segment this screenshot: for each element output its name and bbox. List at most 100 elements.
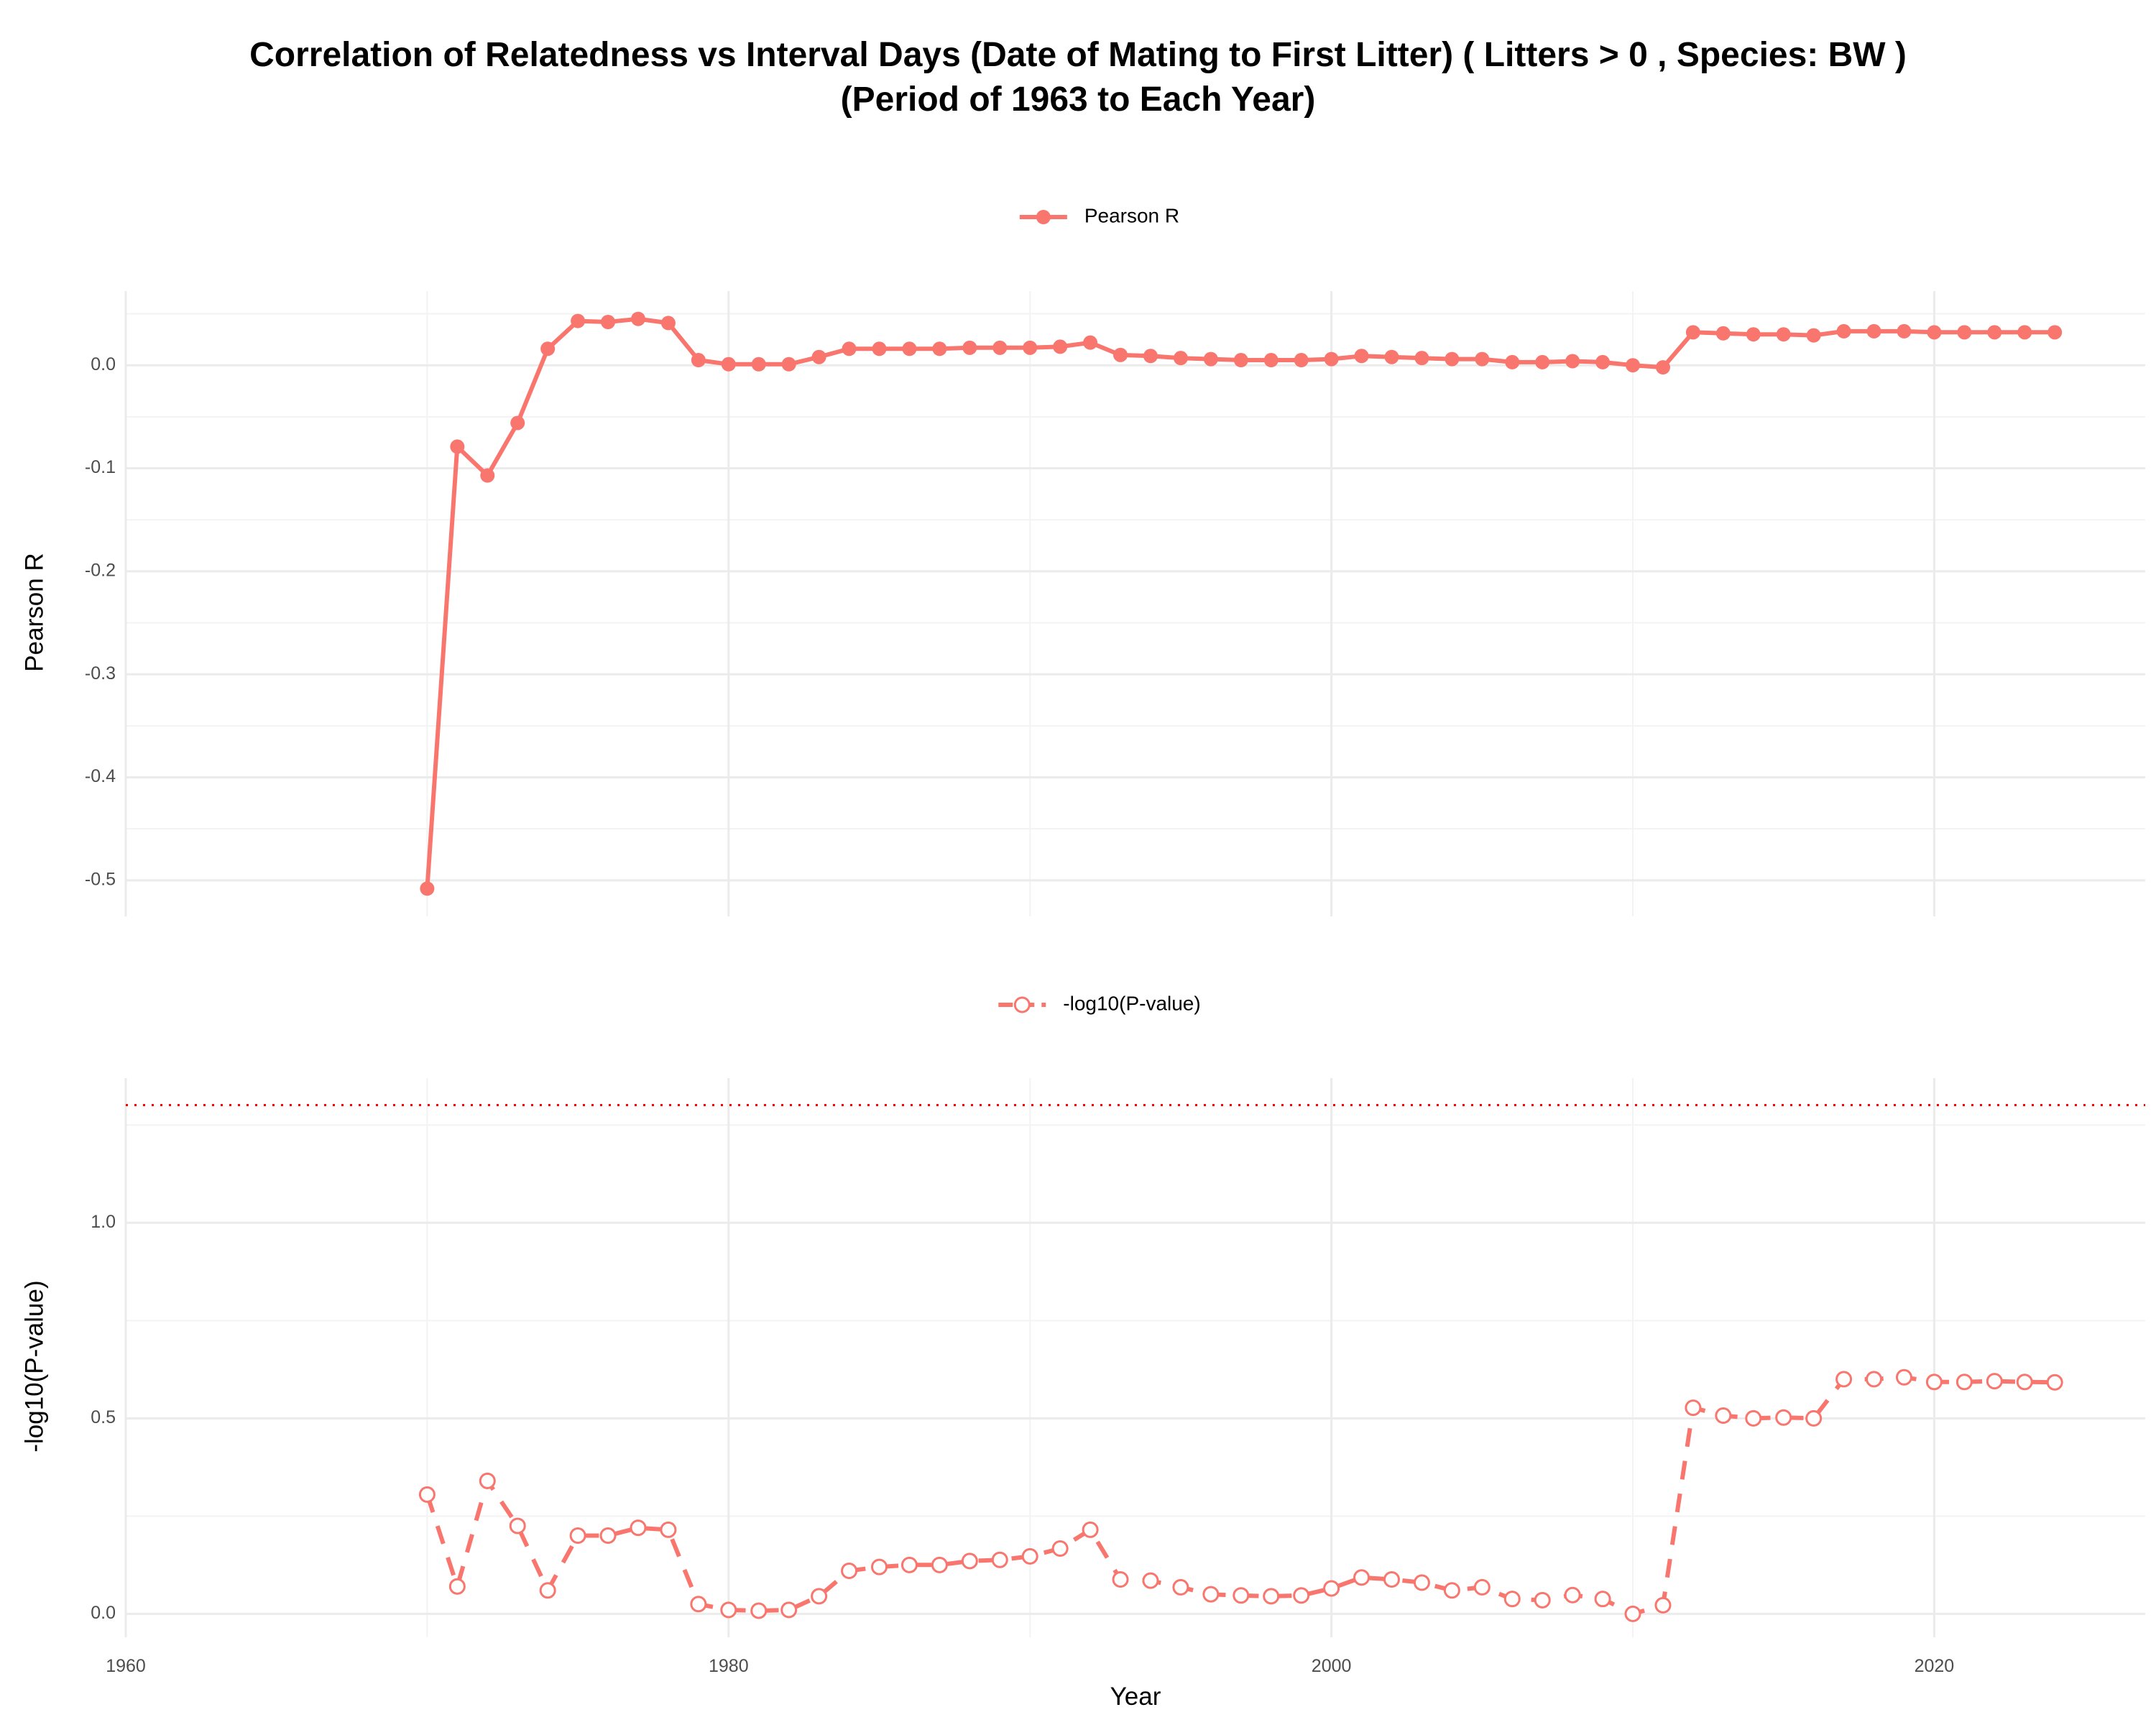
data-point [1715, 1407, 1732, 1425]
y-tick-label: 0.5 [91, 1407, 116, 1427]
data-point [1835, 1371, 1853, 1388]
data-point [842, 341, 857, 356]
data-point [751, 356, 766, 372]
panel-1: -0.5 -0.4 -0.3 -0.2 -0.1 0.0 Pearson R Pearson … [20, 204, 2145, 916]
data-point [1594, 1591, 1611, 1608]
data-point [1293, 1587, 1310, 1604]
data-point [1505, 354, 1520, 369]
data-point [599, 1527, 617, 1545]
data-point [2016, 1374, 2033, 1391]
y-tick-label: -0.1 [85, 457, 116, 477]
data-point [1927, 325, 1942, 340]
data-point [1955, 1374, 1973, 1391]
data-point [479, 1472, 496, 1489]
data-point [780, 1601, 798, 1619]
data-point [510, 415, 525, 431]
data-point [1925, 1374, 1943, 1391]
data-point [630, 311, 645, 326]
data-point [962, 340, 977, 355]
data-point [1443, 1582, 1460, 1599]
y-tick-label: -0.5 [85, 869, 116, 889]
data-point [1595, 354, 1611, 369]
data-point [509, 1517, 526, 1535]
data-point [721, 356, 736, 372]
legend-key-marker [1036, 210, 1051, 224]
chart-title-line2: (Period of 1963 to Each Year) [840, 80, 1316, 119]
data-point [1895, 1368, 1912, 1386]
data-point [630, 1519, 647, 1537]
data-point [1202, 1586, 1220, 1603]
data-point [1354, 349, 1369, 364]
data-point [1142, 1572, 1159, 1589]
data-point [1323, 1580, 1340, 1597]
data-point [1263, 1588, 1280, 1605]
legend-label: -log10(P-value) [1063, 992, 1200, 1014]
y-tick-label: -0.2 [85, 560, 116, 580]
data-point [1021, 1547, 1038, 1565]
data-point [691, 353, 706, 368]
data-point [1263, 353, 1279, 368]
legend-label: Pearson R [1084, 204, 1179, 226]
data-point [1866, 1371, 1883, 1388]
data-point [2047, 325, 2063, 340]
data-point [601, 314, 616, 329]
data-point [841, 1563, 858, 1580]
y-tick-label: 0.0 [91, 354, 116, 374]
data-point [811, 1588, 828, 1605]
data-point [1053, 339, 1068, 354]
x-axis-title: Year [1110, 1683, 1161, 1711]
x-tick-label: 1960 [106, 1656, 146, 1676]
data-point [1776, 327, 1791, 342]
data-point [539, 1582, 556, 1599]
data-point [872, 341, 887, 356]
data-point [720, 1601, 737, 1619]
x-tick-label: 1980 [709, 1656, 749, 1676]
data-point [690, 1596, 707, 1613]
legend: Pearson R [1019, 204, 1179, 226]
data-point [1233, 1587, 1250, 1604]
data-point [992, 340, 1008, 355]
data-point [902, 341, 917, 356]
data-point [480, 468, 495, 483]
data-point [1143, 349, 1158, 364]
data-point [1475, 351, 1490, 367]
data-point [1203, 351, 1218, 367]
data-point [540, 341, 556, 356]
chart-title-line1: Correlation of Relatedness vs Interval D… [249, 36, 1907, 74]
data-point [961, 1552, 978, 1570]
data-point [660, 316, 676, 331]
data-point [932, 341, 947, 356]
data-point [1473, 1578, 1491, 1596]
data-point [1383, 1570, 1400, 1588]
data-point [1986, 1373, 2003, 1390]
data-point [1806, 328, 1821, 343]
data-point [750, 1602, 768, 1619]
data-point [1715, 326, 1731, 341]
data-point [1534, 1591, 1551, 1609]
data-point [1626, 358, 1641, 373]
data-point [1445, 351, 1460, 367]
data-point [1745, 1409, 1762, 1427]
data-point [418, 1486, 436, 1503]
data-point [1112, 1570, 1129, 1588]
data-point [1233, 353, 1248, 368]
y-axis-title: Pearson R [20, 553, 48, 671]
data-point [1957, 325, 1972, 340]
data-point [1414, 351, 1429, 366]
data-point [781, 356, 796, 372]
data-point [1685, 1399, 1702, 1417]
data-point [1384, 349, 1399, 364]
data-point [900, 1556, 918, 1573]
y-tick-label: 1.0 [91, 1212, 116, 1232]
data-point [1746, 327, 1761, 342]
data-point [811, 349, 826, 364]
data-point [660, 1521, 677, 1538]
data-point [1023, 340, 1038, 355]
data-point [1655, 360, 1670, 375]
data-point [420, 881, 435, 896]
data-point [1836, 323, 1851, 339]
x-tick-label: 2000 [1312, 1656, 1352, 1676]
y-tick-label: -0.4 [85, 766, 116, 786]
data-point [571, 313, 586, 328]
